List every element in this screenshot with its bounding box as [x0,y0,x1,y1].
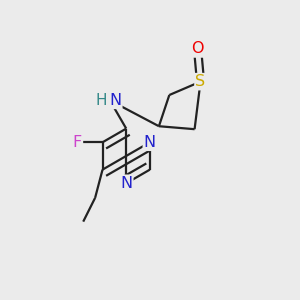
Text: N: N [109,93,121,108]
Text: O: O [191,41,204,56]
Text: N: N [144,135,156,150]
Text: H: H [96,93,107,108]
Text: N: N [120,176,132,191]
Text: F: F [73,135,82,150]
Text: S: S [196,74,206,89]
